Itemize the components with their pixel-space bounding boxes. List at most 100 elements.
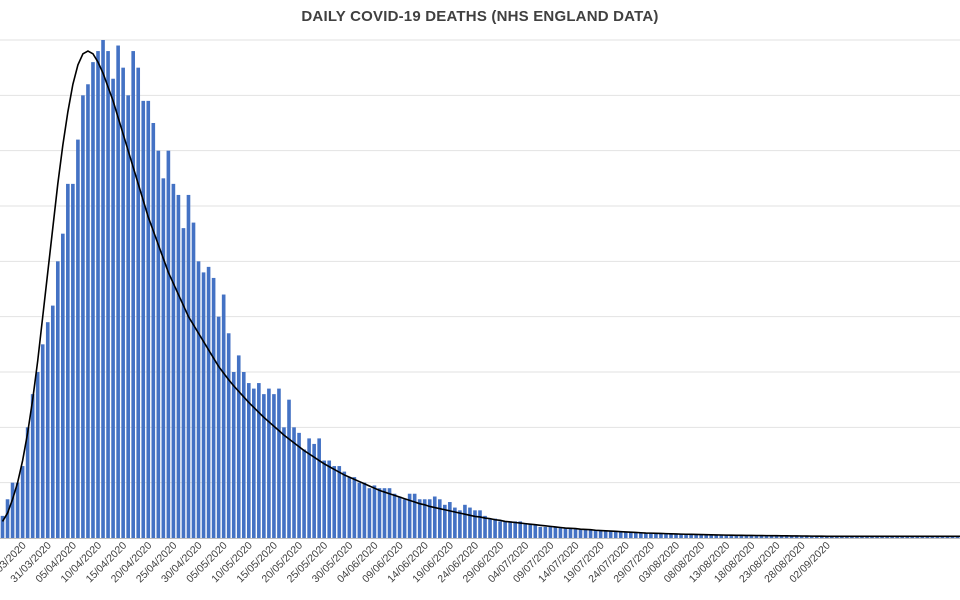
bar: [488, 518, 492, 538]
bar: [61, 233, 65, 539]
bar: [804, 536, 809, 538]
bar: [317, 438, 321, 538]
bar: [548, 526, 553, 538]
bar: [915, 536, 920, 538]
bar: [437, 499, 442, 538]
bar: [644, 533, 648, 538]
bar: [538, 526, 543, 538]
bar: [774, 535, 779, 538]
bar: [860, 536, 864, 538]
bar: [543, 526, 548, 538]
bar: [262, 394, 266, 538]
bar: [513, 521, 517, 538]
bar: [588, 529, 593, 538]
bar: [96, 51, 100, 538]
bar: [337, 466, 342, 538]
bar: [759, 535, 764, 538]
bar: [608, 531, 613, 538]
bar: [206, 266, 211, 538]
bar: [679, 534, 683, 538]
bar: [493, 518, 497, 538]
bar: [277, 388, 281, 538]
bar: [453, 507, 457, 538]
bar: [468, 507, 472, 538]
bar: [593, 530, 598, 538]
bar: [191, 222, 196, 538]
bar: [623, 532, 628, 538]
bar: [81, 95, 85, 538]
bar: [362, 482, 367, 538]
bar: [332, 466, 337, 538]
bar: [116, 45, 120, 538]
bar: [377, 488, 382, 538]
bar: [865, 536, 869, 538]
bar: [287, 399, 291, 538]
bar: [282, 427, 286, 538]
bar: [955, 536, 960, 538]
bar: [870, 536, 874, 538]
bar: [473, 510, 477, 538]
bar: [704, 535, 708, 538]
bar: [613, 531, 618, 538]
bar: [794, 536, 799, 538]
bar: [880, 536, 884, 538]
bar: [201, 272, 206, 538]
bar: [910, 536, 915, 538]
bar: [342, 471, 347, 538]
bar: [784, 536, 789, 538]
bar: [694, 534, 698, 538]
bar: [895, 536, 899, 538]
bar: [578, 529, 583, 538]
bar: [86, 84, 90, 539]
bar: [890, 536, 894, 538]
bar: [598, 530, 603, 538]
bar: [754, 535, 759, 538]
bar: [930, 536, 935, 538]
bar: [131, 51, 135, 538]
bar: [252, 388, 256, 538]
bar: [55, 261, 60, 538]
bar: [900, 536, 905, 538]
bar: [186, 194, 191, 538]
bar: [830, 536, 834, 538]
bar: [111, 78, 115, 538]
bar: [458, 510, 462, 538]
bar: [719, 535, 724, 538]
bar: [257, 383, 261, 538]
bar: [628, 532, 633, 538]
bar: [749, 535, 754, 538]
bar: [372, 485, 377, 538]
bar: [357, 482, 362, 538]
bar: [945, 536, 950, 538]
bar: [568, 528, 573, 538]
bar: [699, 534, 703, 538]
bar: [151, 123, 156, 538]
bar: [724, 535, 729, 538]
bar: [236, 355, 241, 538]
bar: [659, 533, 663, 538]
bar: [809, 536, 814, 538]
bar: [563, 528, 568, 538]
bar: [664, 533, 668, 538]
bar: [312, 443, 316, 538]
bar: [533, 524, 538, 538]
bar: [553, 526, 558, 538]
bar: [925, 536, 930, 538]
bar: [825, 536, 829, 538]
bar: [417, 499, 422, 538]
bar: [126, 95, 130, 538]
bar: [0, 515, 5, 538]
bar: [739, 535, 744, 538]
bar: [71, 183, 75, 538]
bar: [729, 535, 734, 538]
bar: [427, 499, 432, 538]
bar: [166, 150, 171, 539]
bar: [885, 536, 889, 538]
bar: [432, 496, 437, 538]
bar: [603, 531, 608, 538]
bar: [216, 316, 221, 538]
bar: [106, 51, 110, 538]
bar: [5, 499, 10, 538]
bar: [121, 67, 125, 539]
